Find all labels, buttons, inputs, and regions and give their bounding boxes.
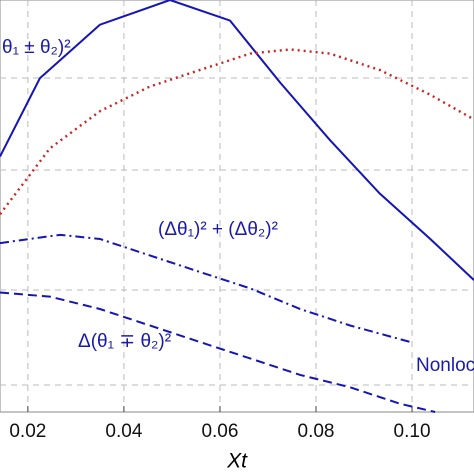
series-line	[0, 0, 474, 281]
x-tick-label: 0.06	[201, 421, 238, 442]
annotation: (Δθ₁)² + (Δθ₂)²	[158, 219, 278, 240]
annotation: θ₁ ± θ₂)²	[2, 37, 71, 58]
x-tick-label: 0.04	[105, 421, 142, 442]
h-grid	[0, 77, 474, 386]
x-tick-label: 0.08	[298, 421, 335, 442]
plot-frame	[0, 0, 474, 413]
x-axis-label: Xt	[226, 450, 248, 473]
series-line	[0, 233, 411, 343]
x-tick-label: 0.02	[9, 421, 46, 442]
series-line	[0, 48, 474, 215]
annotation: Nonloc	[416, 355, 474, 376]
series-line	[0, 291, 436, 413]
x-tick-label: 0.10	[394, 421, 431, 442]
annotation: Δ(θ₁ ∓ θ₂)²	[78, 331, 171, 352]
